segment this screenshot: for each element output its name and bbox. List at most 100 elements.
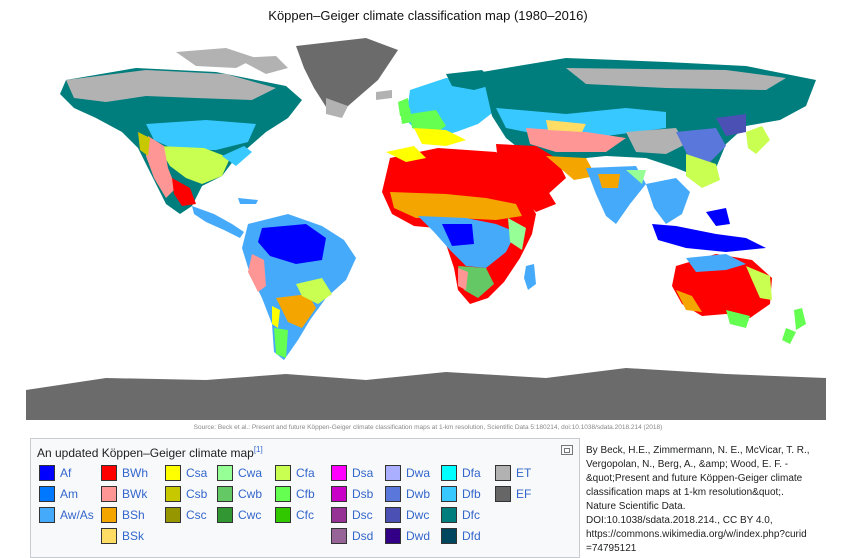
legend-item-dwb: Dwb	[385, 486, 430, 502]
world-map-image	[26, 38, 826, 420]
legend-label[interactable]: Aw/As	[60, 508, 94, 522]
legend-label[interactable]: Dfc	[462, 508, 480, 522]
legend-label[interactable]: Cfa	[296, 466, 315, 480]
enlarge-icon[interactable]	[561, 445, 573, 455]
legend-item-bsh: BSh	[101, 507, 145, 523]
legend-item-bsk: BSk	[101, 528, 144, 544]
legend-panel: An updated Köppen–Geiger climate map[1] …	[30, 438, 580, 558]
legend-item-bwk: BWk	[101, 486, 147, 502]
legend-swatch	[101, 486, 117, 502]
legend-label[interactable]: Csc	[186, 508, 207, 522]
legend-swatch	[385, 465, 401, 481]
legend-swatch	[441, 486, 457, 502]
legend-swatch	[101, 507, 117, 523]
legend-label[interactable]: Dsc	[352, 508, 373, 522]
legend-item-cfa: Cfa	[275, 465, 315, 481]
legend-item-cfb: Cfb	[275, 486, 315, 502]
legend-swatch	[275, 486, 291, 502]
legend-swatch	[385, 486, 401, 502]
legend-label[interactable]: Dfa	[462, 466, 481, 480]
attribution-line: https://commons.wikimedia.org/w/index.ph…	[586, 529, 807, 540]
legend-item-af: Af	[39, 465, 71, 481]
legend-label[interactable]: Dsa	[352, 466, 374, 480]
legend-item-cwb: Cwb	[217, 486, 262, 502]
legend-label[interactable]: BSh	[122, 508, 145, 522]
legend-label[interactable]: Dwb	[406, 487, 431, 501]
attribution-line: classification maps at 1-km resolution&q…	[586, 487, 784, 498]
legend-swatch	[39, 486, 55, 502]
legend-item-dsc: Dsc	[331, 507, 373, 523]
legend-swatch	[495, 465, 511, 481]
legend-item-dsb: Dsb	[331, 486, 373, 502]
legend-label[interactable]: ET	[516, 466, 532, 480]
attribution-line: By Beck, H.E., Zimmermann, N. E., McVica…	[586, 445, 810, 456]
legend-label[interactable]: EF	[516, 487, 532, 501]
legend-label[interactable]: Dfd	[462, 529, 481, 543]
legend-label[interactable]: Cfc	[296, 508, 314, 522]
legend-label[interactable]: Am	[60, 487, 78, 501]
legend-swatch	[217, 507, 233, 523]
legend-item-dfb: Dfb	[441, 486, 481, 502]
legend-item-dsa: Dsa	[331, 465, 373, 481]
legend-swatch	[495, 486, 511, 502]
legend-item-cwa: Cwa	[217, 465, 262, 481]
legend-item-csa: Csa	[165, 465, 207, 481]
legend-item-am: Am	[39, 486, 78, 502]
attribution-line: DOI:10.1038/sdata.2018.214., CC BY 4.0,	[586, 515, 773, 526]
legend-label[interactable]: Dsd	[352, 529, 374, 543]
legend-item-bwh: BWh	[101, 465, 148, 481]
legend-swatch	[275, 507, 291, 523]
attribution-line: &quot;Present and future Köppen-Geiger c…	[586, 473, 803, 484]
legend-swatch	[331, 528, 347, 544]
legend-item-dsd: Dsd	[331, 528, 373, 544]
legend-label[interactable]: Dwc	[406, 508, 430, 522]
legend-item-dwa: Dwa	[385, 465, 430, 481]
legend-item-dfa: Dfa	[441, 465, 481, 481]
map-source-credit: Source: Beck et al.: Present and future …	[193, 424, 663, 431]
legend-label[interactable]: Dfb	[462, 487, 481, 501]
legend-item-dfd: Dfd	[441, 528, 481, 544]
legend-swatch	[385, 507, 401, 523]
legend-swatch	[441, 465, 457, 481]
legend-swatch	[165, 465, 181, 481]
legend-swatch	[441, 507, 457, 523]
legend-caption: An updated Köppen–Geiger climate map[1]	[37, 445, 263, 460]
legend-item-ef: EF	[495, 486, 531, 502]
legend-label[interactable]: Cwb	[238, 487, 263, 501]
legend-label[interactable]: Dsb	[352, 487, 374, 501]
legend-item-dfc: Dfc	[441, 507, 480, 523]
legend-swatch	[39, 465, 55, 481]
legend-swatch	[385, 528, 401, 544]
legend-swatch	[165, 507, 181, 523]
legend-swatch	[331, 465, 347, 481]
legend-label[interactable]: Dwd	[406, 529, 431, 543]
legend-swatch	[331, 486, 347, 502]
legend-item-dwc: Dwc	[385, 507, 429, 523]
legend-swatch	[275, 465, 291, 481]
legend-caption-text: An updated Köppen–Geiger climate map	[37, 446, 254, 460]
legend-label[interactable]: Csa	[186, 466, 208, 480]
legend-item-cfc: Cfc	[275, 507, 314, 523]
legend-swatch	[441, 528, 457, 544]
legend-item-et: ET	[495, 465, 531, 481]
legend-swatch	[217, 486, 233, 502]
legend-label[interactable]: BWh	[122, 466, 149, 480]
legend-label[interactable]: Cfb	[296, 487, 315, 501]
climate-map	[26, 28, 826, 420]
legend-label[interactable]: BSk	[122, 529, 145, 543]
legend-label[interactable]: BWk	[122, 487, 148, 501]
legend-label[interactable]: Csb	[186, 487, 208, 501]
legend-swatch	[331, 507, 347, 523]
attribution-line: Vergopolan, N., Berg, A., &amp; Wood, E.…	[586, 459, 789, 470]
legend-swatch	[217, 465, 233, 481]
attribution-line: Nature Scientific Data.	[586, 501, 686, 512]
legend-item-csc: Csc	[165, 507, 207, 523]
legend-item-dwd: Dwd	[385, 528, 430, 544]
legend-label[interactable]: Dwa	[406, 466, 431, 480]
legend-item-aw-as: Aw/As	[39, 507, 94, 523]
legend-label[interactable]: Cwa	[238, 466, 263, 480]
legend-label[interactable]: Cwc	[238, 508, 262, 522]
reference-link[interactable]: [1]	[253, 445, 263, 454]
image-attribution: By Beck, H.E., Zimmermann, N. E., McVica…	[586, 444, 848, 556]
legend-label[interactable]: Af	[60, 466, 72, 480]
